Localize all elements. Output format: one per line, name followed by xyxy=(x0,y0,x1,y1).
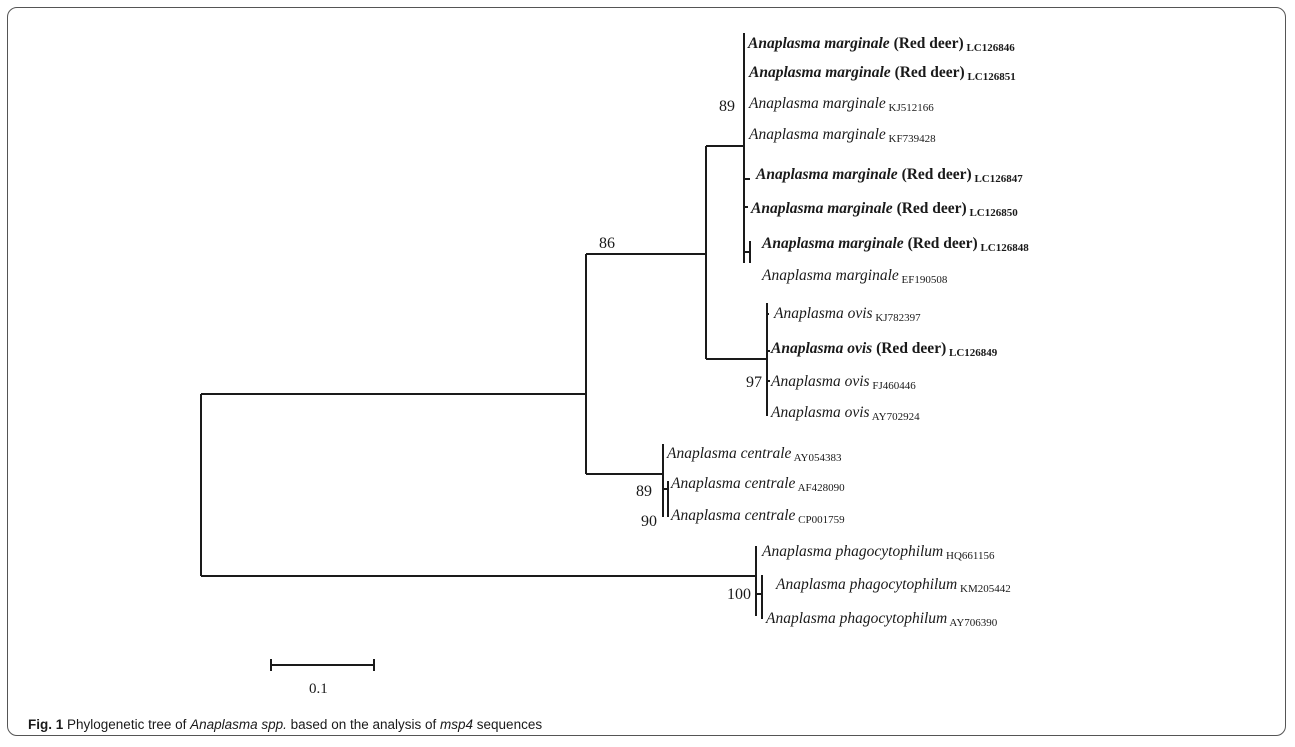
species-name: Anaplasma marginale xyxy=(748,64,891,81)
caption-text: Phylogenetic tree of Anaplasma spp. base… xyxy=(63,717,542,732)
figure-label: Fig. 1 xyxy=(28,717,64,732)
accession-number: LC126847 xyxy=(972,173,1024,185)
tip-label: Anaplasma marginale (Red deer) LC126847 xyxy=(755,166,1023,185)
host-name: (Red deer) xyxy=(898,166,972,183)
accession-number: FJ460446 xyxy=(870,380,917,392)
species-name: Anaplasma phagocytophilum xyxy=(765,610,947,627)
bootstrap-value: 89 xyxy=(719,98,735,115)
tip-label: Anaplasma marginale (Red deer) LC126848 xyxy=(761,235,1029,254)
tip-label: Anaplasma phagocytophilum AY706390 xyxy=(765,610,998,629)
tip-label: Anaplasma centrale AY054383 xyxy=(666,445,842,464)
accession-number: LC126846 xyxy=(964,42,1016,54)
accession-number: LC126850 xyxy=(967,207,1019,219)
tip-label: Anaplasma phagocytophilum KM205442 xyxy=(775,576,1011,595)
species-name: Anaplasma marginale xyxy=(747,35,890,52)
accession-number: KJ782397 xyxy=(873,312,921,324)
host-name: (Red deer) xyxy=(872,340,946,357)
caption-part: Anaplasma spp. xyxy=(190,717,287,732)
tip-label: Anaplasma centrale AF428090 xyxy=(670,475,845,494)
host-name: (Red deer) xyxy=(904,235,978,252)
caption-part: msp4 xyxy=(440,717,474,732)
tip-label: Anaplasma marginale (Red deer) LC126846 xyxy=(747,35,1015,54)
species-name: Anaplasma centrale xyxy=(666,445,792,462)
species-name: Anaplasma centrale xyxy=(670,507,796,524)
accession-number: KJ512166 xyxy=(886,102,934,114)
figure-frame: Anaplasma marginale (Red deer) LC126846 A… xyxy=(7,7,1286,736)
bootstrap-value: 86 xyxy=(599,235,615,252)
accession-number: LC126849 xyxy=(946,347,998,359)
accession-number: CP001759 xyxy=(795,514,845,526)
tip-label: Anaplasma marginale (Red deer) LC126851 xyxy=(748,64,1016,83)
tip-label: Anaplasma marginale (Red deer) LC126850 xyxy=(750,200,1018,219)
bootstrap-value: 100 xyxy=(727,586,751,603)
accession-number: EF190508 xyxy=(899,274,948,286)
accession-number: KF739428 xyxy=(886,133,936,145)
accession-number: AY706390 xyxy=(947,617,998,629)
tip-label: Anaplasma marginale EF190508 xyxy=(761,267,948,286)
accession-number: KM205442 xyxy=(957,583,1010,595)
bootstrap-value: 97 xyxy=(746,374,762,391)
scale-bar-label: 0.1 xyxy=(309,681,328,697)
species-name: Anaplasma marginale xyxy=(750,200,893,217)
accession-number: LC126851 xyxy=(965,71,1016,83)
caption-part: Phylogenetic tree of xyxy=(63,717,191,732)
species-name: Anaplasma marginale xyxy=(748,126,886,143)
host-name: (Red deer) xyxy=(891,64,965,81)
species-name: Anaplasma marginale xyxy=(755,166,898,183)
species-name: Anaplasma phagocytophilum xyxy=(761,543,943,560)
host-name: (Red deer) xyxy=(890,35,964,52)
species-name: Anaplasma ovis xyxy=(770,373,870,390)
tip-label: Anaplasma marginale KF739428 xyxy=(748,126,936,145)
bootstrap-value: 89 xyxy=(636,483,652,500)
caption-part: sequences xyxy=(473,717,543,732)
phylogenetic-tree: Anaplasma marginale (Red deer) LC126846A… xyxy=(200,33,1029,697)
figure-caption: Fig. 1 Phylogenetic tree of Anaplasma sp… xyxy=(28,717,542,732)
species-name: Anaplasma marginale xyxy=(761,235,904,252)
tip-label: Anaplasma marginale KJ512166 xyxy=(748,95,934,114)
tip-label: Anaplasma ovis AY702924 xyxy=(770,404,920,423)
host-name: (Red deer) xyxy=(893,200,967,217)
species-name: Anaplasma ovis xyxy=(770,404,870,421)
species-name: Anaplasma phagocytophilum xyxy=(775,576,957,593)
species-name: Anaplasma ovis xyxy=(770,340,872,357)
accession-number: AY702924 xyxy=(870,411,921,423)
species-name: Anaplasma centrale xyxy=(670,475,796,492)
tip-label: Anaplasma ovis (Red deer) LC126849 xyxy=(770,340,998,359)
tip-label: Anaplasma centrale CP001759 xyxy=(670,507,845,526)
caption-part: based on the analysis of xyxy=(286,717,441,732)
tip-label: Anaplasma ovis KJ782397 xyxy=(773,305,921,324)
bootstrap-value: 90 xyxy=(641,513,657,530)
accession-number: AF428090 xyxy=(795,482,845,494)
species-name: Anaplasma marginale xyxy=(748,95,886,112)
accession-number: HQ661156 xyxy=(943,550,995,562)
accession-number: LC126848 xyxy=(978,242,1030,254)
tip-label: Anaplasma ovis FJ460446 xyxy=(770,373,916,392)
accession-number: AY054383 xyxy=(791,452,842,464)
species-name: Anaplasma ovis xyxy=(773,305,873,322)
tip-label: Anaplasma phagocytophilum HQ661156 xyxy=(761,543,995,562)
species-name: Anaplasma marginale xyxy=(761,267,899,284)
